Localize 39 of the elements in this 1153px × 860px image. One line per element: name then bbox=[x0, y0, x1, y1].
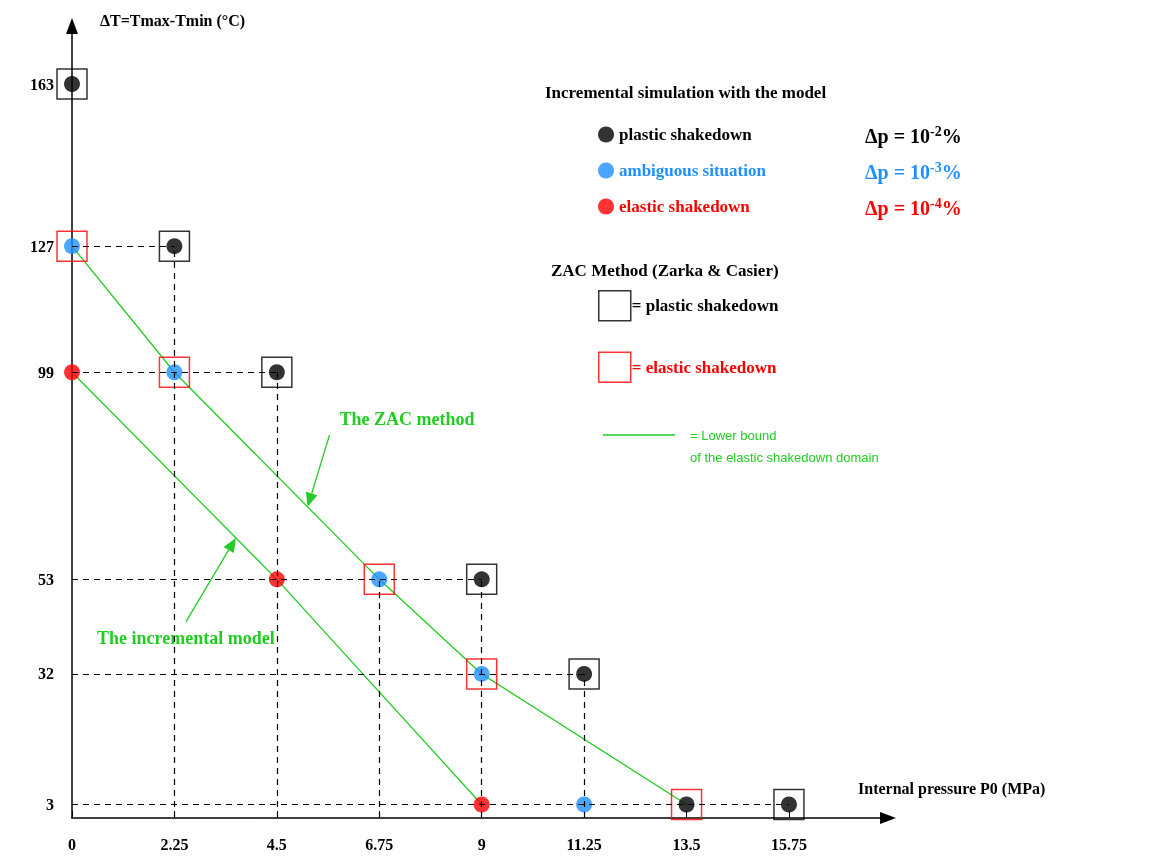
point bbox=[363, 563, 396, 596]
legend-label: elastic shakedown bbox=[619, 197, 751, 216]
y-tick-label: 127 bbox=[30, 237, 54, 255]
x-tick-label: 13.5 bbox=[672, 835, 701, 853]
x-tick-label: 11.25 bbox=[566, 835, 602, 853]
point bbox=[465, 563, 498, 596]
legend-label: ambiguous situation bbox=[619, 161, 767, 180]
y-tick-label: 53 bbox=[38, 570, 54, 588]
y-tick-label: 99 bbox=[38, 363, 54, 381]
point bbox=[670, 788, 703, 821]
legend-label: plastic shakedown bbox=[619, 125, 753, 144]
x-tick-label: 15.75 bbox=[770, 835, 807, 853]
x-tick-label: 9 bbox=[477, 835, 486, 853]
annotation: = Lower bound of the elastic shakedown domain bbox=[690, 427, 879, 465]
y-tick-label: 163 bbox=[30, 75, 54, 93]
y-tick-label: 32 bbox=[38, 665, 54, 683]
y-tick-label: 3 bbox=[46, 795, 54, 813]
point bbox=[576, 796, 593, 813]
text: The ZAC method bbox=[339, 408, 475, 429]
point bbox=[56, 230, 88, 262]
series-label: The incremental model bbox=[97, 627, 275, 648]
legend-label: = plastic shakedown bbox=[631, 296, 779, 316]
annotation: Incremental simulation with the model bbox=[545, 83, 827, 102]
y-axis-title: ΔT=Tmax-Tmin (°C) bbox=[100, 11, 246, 30]
x-tick-label: 2.25 bbox=[160, 835, 189, 853]
x-tick-label: 6.75 bbox=[365, 835, 394, 853]
point bbox=[568, 658, 600, 690]
x-axis-title: Internal pressure P0 (MPa) bbox=[858, 779, 1046, 798]
point bbox=[773, 788, 805, 821]
point bbox=[465, 658, 498, 690]
x-tick-label: 4.5 bbox=[266, 835, 287, 853]
point bbox=[473, 796, 490, 813]
point bbox=[158, 356, 191, 388]
x-tick-label: 0 bbox=[68, 835, 76, 853]
legend-label: = elastic shakedown bbox=[631, 357, 778, 377]
point bbox=[158, 230, 191, 262]
point bbox=[56, 68, 88, 100]
annotation: ZAC Method (Zarka & Casier) bbox=[551, 261, 779, 280]
point bbox=[64, 364, 80, 381]
